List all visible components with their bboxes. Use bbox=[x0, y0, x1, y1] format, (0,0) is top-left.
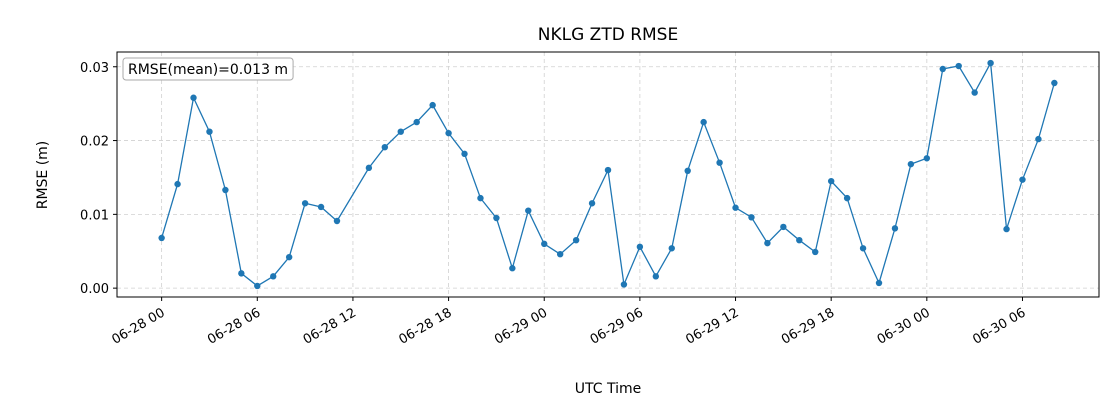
data-point bbox=[812, 248, 819, 256]
data-point bbox=[891, 225, 899, 232]
data-point bbox=[541, 240, 548, 248]
data-point bbox=[588, 200, 596, 207]
data-point bbox=[206, 128, 213, 135]
data-point bbox=[381, 143, 389, 151]
data-point bbox=[509, 265, 516, 272]
data-point bbox=[445, 129, 452, 137]
data-point bbox=[397, 128, 404, 135]
data-point bbox=[1035, 135, 1042, 143]
data-point bbox=[620, 281, 628, 288]
data-point bbox=[923, 155, 931, 162]
x-tick-label: 06-29 06 bbox=[588, 305, 646, 347]
data-point bbox=[684, 167, 691, 175]
data-point bbox=[636, 243, 644, 251]
x-axis-label: UTC Time bbox=[575, 381, 641, 397]
data-point bbox=[827, 177, 835, 185]
data-point bbox=[955, 62, 962, 70]
data-point bbox=[1003, 225, 1010, 233]
data-point bbox=[556, 250, 564, 258]
data-point bbox=[971, 89, 978, 96]
x-tick-label: 06-28 06 bbox=[205, 305, 263, 347]
x-tick-label: 06-30 06 bbox=[970, 305, 1028, 347]
data-point bbox=[174, 180, 181, 188]
data-point bbox=[939, 65, 946, 73]
plot-frame bbox=[116, 51, 1100, 298]
data-point bbox=[732, 204, 739, 211]
data-point bbox=[604, 166, 612, 174]
x-tick-label: 06-28 00 bbox=[110, 305, 168, 347]
data-point bbox=[716, 159, 723, 166]
data-point bbox=[668, 245, 675, 252]
x-tick-label: 06-30 00 bbox=[875, 305, 933, 347]
y-tick-label: 0.01 bbox=[80, 208, 109, 223]
data-point bbox=[493, 214, 500, 222]
data-point bbox=[238, 270, 245, 277]
data-point bbox=[748, 214, 755, 221]
data-point bbox=[333, 217, 341, 225]
data-point bbox=[301, 200, 309, 207]
annotation-box bbox=[122, 57, 294, 81]
data-point bbox=[158, 234, 165, 242]
data-point bbox=[875, 279, 883, 287]
x-tick-label: 06-29 12 bbox=[683, 305, 741, 347]
annotation: RMSE(mean)=0.013 m bbox=[128, 62, 288, 78]
data-point bbox=[1051, 79, 1058, 87]
data-point bbox=[270, 273, 277, 280]
data-point bbox=[780, 223, 787, 231]
x-tick-label: 06-28 18 bbox=[396, 305, 454, 347]
data-point bbox=[190, 94, 197, 101]
data-point bbox=[254, 282, 261, 290]
data-point bbox=[764, 239, 771, 247]
x-tick-label: 06-29 00 bbox=[492, 305, 550, 347]
data-point bbox=[429, 101, 436, 109]
data-point bbox=[317, 203, 325, 211]
y-tick-label: 0.03 bbox=[80, 61, 109, 76]
data-point bbox=[477, 194, 484, 202]
data-point bbox=[222, 186, 229, 194]
data-point bbox=[365, 164, 373, 172]
data-point bbox=[859, 245, 867, 252]
data-point bbox=[285, 253, 293, 261]
x-tick-label: 06-28 12 bbox=[301, 305, 359, 347]
data-point bbox=[652, 273, 660, 280]
data-point bbox=[796, 236, 803, 244]
data-point bbox=[700, 118, 707, 126]
chart-title: NKLG ZTD RMSE bbox=[538, 25, 678, 45]
data-point bbox=[525, 207, 532, 214]
data-point bbox=[572, 236, 580, 244]
data-point bbox=[1019, 176, 1026, 183]
y-axis-label: RMSE (m) bbox=[35, 141, 51, 210]
series-line bbox=[161, 60, 1055, 287]
data-point bbox=[907, 160, 915, 168]
y-tick-label: 0.02 bbox=[80, 135, 109, 150]
data-point bbox=[843, 194, 851, 202]
data-point bbox=[987, 59, 994, 67]
x-tick-label: 06-29 18 bbox=[779, 305, 837, 347]
data-point bbox=[461, 150, 468, 158]
data-point bbox=[413, 118, 420, 126]
y-tick-label: 0.00 bbox=[80, 282, 109, 297]
